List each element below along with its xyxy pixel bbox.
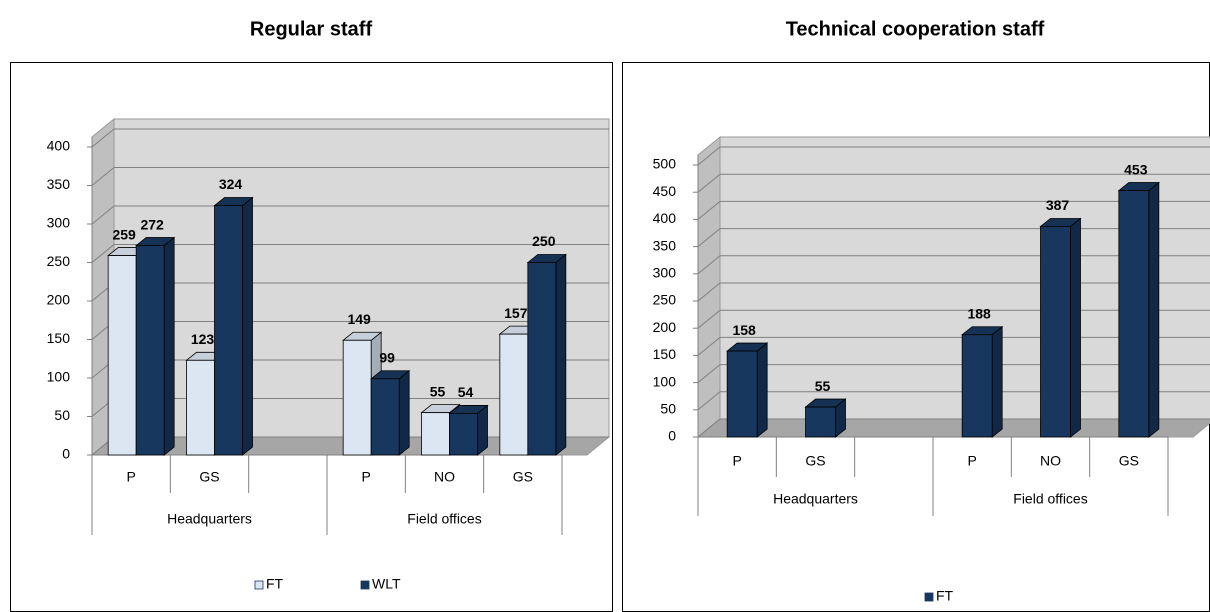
y-tick-label: 150 — [47, 330, 71, 346]
grid-line — [91, 205, 115, 225]
bar — [1040, 226, 1071, 438]
group-label: Headquarters — [773, 491, 858, 507]
grid-line — [697, 201, 721, 220]
group-label: Field offices — [407, 511, 481, 527]
bar — [726, 350, 758, 438]
y-tick-label: 250 — [653, 292, 677, 308]
y-tick-label: 450 — [653, 183, 677, 199]
x-tick-label: GS — [1119, 453, 1139, 469]
grid-line — [697, 364, 721, 383]
y-tick-label: 0 — [62, 446, 70, 462]
value-label: 188 — [967, 305, 991, 321]
bar-side — [1070, 217, 1081, 438]
legend-swatch — [924, 592, 934, 602]
y-tick-label: 100 — [47, 369, 71, 385]
value-label: 453 — [1124, 161, 1148, 177]
legend-label: FT — [936, 588, 954, 604]
y-tick-label: 350 — [653, 237, 677, 253]
value-label: 157 — [504, 305, 528, 321]
x-tick-label: P — [361, 469, 370, 485]
bar-side — [1148, 181, 1160, 438]
value-label: 250 — [532, 233, 556, 249]
bar-side — [991, 325, 1003, 438]
value-label: 387 — [1046, 197, 1070, 213]
bar — [186, 359, 215, 456]
x-tick-label: NO — [434, 469, 455, 485]
y-tick-label: 150 — [653, 346, 677, 362]
x-tick-label: NO — [1040, 453, 1061, 469]
x-tick-label: GS — [805, 453, 825, 469]
bar — [214, 205, 243, 456]
value-label: 272 — [140, 216, 164, 232]
bar — [107, 255, 137, 456]
grid-line — [91, 128, 115, 148]
bar-side — [756, 342, 768, 438]
side-wall — [697, 135, 721, 439]
value-label: 54 — [458, 384, 474, 400]
legend-label: FT — [266, 576, 284, 592]
y-tick-label: 400 — [47, 138, 71, 154]
bar-side — [163, 236, 175, 456]
bar-side — [398, 369, 410, 456]
bar — [421, 412, 450, 456]
grid-line — [697, 391, 721, 411]
bar-side — [242, 196, 253, 456]
legend-swatch — [254, 580, 264, 590]
grid-line — [697, 309, 721, 329]
chart-title: Regular staff — [250, 18, 373, 40]
grid-line — [697, 146, 721, 166]
x-tick-label: GS — [513, 469, 533, 485]
bar-side — [555, 253, 567, 456]
grid-line — [697, 282, 721, 302]
y-tick-label: 300 — [653, 265, 677, 281]
y-tick-label: 300 — [47, 215, 71, 231]
x-tick-label: P — [732, 453, 741, 469]
bar — [1118, 190, 1150, 438]
grid-line — [697, 255, 721, 275]
bar — [370, 378, 400, 456]
value-label: 123 — [191, 331, 215, 347]
grid-line — [697, 173, 721, 193]
value-label: 158 — [732, 322, 756, 338]
x-tick-label: P — [967, 453, 976, 469]
y-tick-label: 50 — [54, 407, 70, 423]
value-label: 324 — [219, 176, 243, 192]
y-tick-label: 100 — [653, 373, 677, 389]
y-tick-label: 0 — [668, 428, 676, 444]
bar — [135, 245, 165, 456]
y-tick-label: 350 — [47, 176, 71, 192]
group-label: Field offices — [1013, 491, 1087, 507]
bar-side — [477, 404, 488, 456]
y-tick-label: 500 — [653, 156, 677, 172]
grid-line — [697, 418, 721, 438]
group-label: Headquarters — [167, 511, 252, 527]
bar — [342, 339, 372, 456]
bar — [449, 413, 478, 456]
grid-line — [697, 337, 721, 356]
bar — [527, 262, 557, 456]
bar — [961, 334, 993, 438]
chart-title: Technical cooperation staff — [786, 18, 1045, 40]
bar — [805, 406, 836, 438]
y-tick-label: 400 — [653, 210, 677, 226]
y-tick-label: 200 — [47, 292, 71, 308]
x-tick-label: P — [126, 469, 135, 485]
bar — [499, 333, 529, 456]
y-tick-label: 250 — [47, 253, 71, 269]
grid-line — [91, 167, 115, 186]
y-tick-label: 200 — [653, 319, 677, 335]
x-tick-label: GS — [199, 469, 219, 485]
value-label: 55 — [815, 378, 831, 394]
value-label: 55 — [430, 383, 446, 399]
value-label: 259 — [112, 226, 136, 242]
grid-line — [697, 228, 721, 247]
legend-label: WLT — [372, 576, 401, 592]
y-tick-label: 50 — [660, 401, 676, 417]
value-label: 99 — [379, 349, 395, 365]
grid-line — [91, 244, 115, 263]
legend-swatch — [360, 580, 370, 590]
value-label: 149 — [347, 311, 371, 327]
